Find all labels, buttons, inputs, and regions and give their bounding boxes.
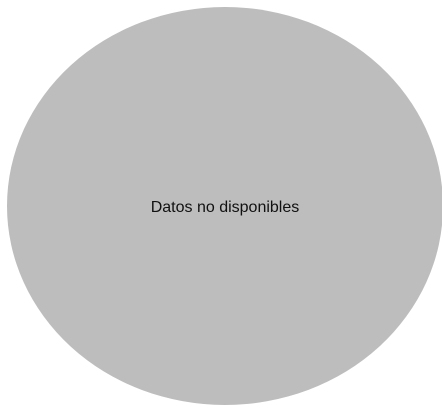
no-data-message: Datos no disponibles [151, 199, 300, 216]
empty-pie-placeholder [7, 7, 442, 405]
